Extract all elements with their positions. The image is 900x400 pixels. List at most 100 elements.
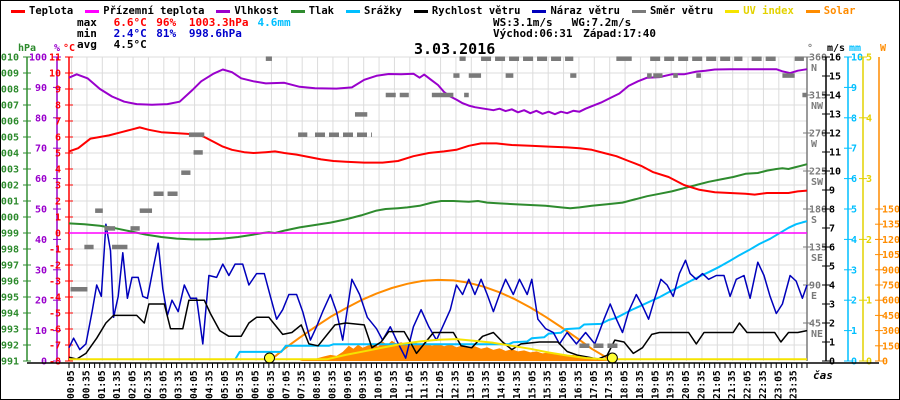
hpa-tick-label: 1000 [1, 213, 19, 224]
uv-tick-label: 5 [866, 53, 872, 64]
degc-tick-label: 4 [55, 165, 61, 176]
hpa-tick-label: 1004 [1, 149, 19, 160]
x-tick-label: 19:35 [666, 370, 677, 399]
legend-color-dash [85, 9, 100, 13]
x-tick-label: 19:05 [650, 370, 661, 399]
mm-tick-label: 9 [851, 83, 857, 94]
x-tick-label: 07:35 [297, 370, 308, 399]
hpa-tick-label: 992 [1, 341, 19, 352]
deg-direction-label: SW [811, 177, 824, 188]
x-tick-label: 08:05 [312, 370, 323, 399]
hpa-tick-label: 995 [1, 293, 19, 304]
w-tick-label: 750 [882, 281, 900, 292]
series-temperature [68, 126, 808, 196]
legend-item-1: Přízemní teplota [85, 5, 204, 17]
min-pressure: 998.6hPa [188, 27, 242, 40]
mm-tick-label: 4 [851, 235, 857, 246]
sunset-time: Západ:17:40 [583, 27, 656, 40]
degc-tick-label: 5 [55, 149, 61, 160]
degc-tick-label: 0 [55, 229, 61, 240]
legend-label: Srážky [363, 5, 402, 17]
degc-tick-label: 10 [49, 69, 61, 80]
legend-item-7: Směr větru [631, 5, 713, 17]
degc-tick-label: 2 [55, 197, 61, 208]
hpa-axis-header: hPa [18, 43, 36, 54]
x-tick-label: 11:35 [420, 370, 431, 399]
x-tick-label: 07:05 [281, 370, 292, 399]
series-wind-gust [68, 223, 808, 359]
legend-label: Solar [823, 5, 856, 17]
legend-item-4: Srážky [345, 5, 402, 17]
min-label: min [77, 27, 97, 40]
max-temperature: 6.6°C [113, 16, 147, 29]
mm-tick-label: 10 [851, 53, 863, 64]
x-tick-label: 00:05 [66, 370, 77, 399]
degc-tick-label: 3 [55, 181, 61, 192]
series-solar-theoretical [268, 278, 613, 362]
pct-tick-label: 0 [41, 357, 47, 368]
mm-tick-label: 7 [851, 144, 857, 155]
deg-tick-label: 45 [809, 319, 821, 330]
series-precipitation [234, 220, 808, 361]
pct-tick-label: 50 [35, 205, 47, 216]
x-tick-label: 02:05 [128, 370, 139, 399]
degc-tick-label: -2 [49, 261, 61, 272]
hpa-tick-label: 993 [1, 325, 19, 336]
max-rain: 4.6mm [257, 16, 291, 29]
avg-temperature: 4.5°C [113, 38, 147, 51]
deg-tick-label: 360 [809, 53, 827, 64]
hpa-tick-label: 996 [1, 277, 19, 288]
degc-axis-header: °C [63, 43, 75, 54]
stats-row-avg: avg 4.5°C [77, 39, 291, 50]
x-tick-label: 01:35 [112, 370, 123, 399]
deg-tick-label: 315 [809, 91, 827, 102]
mm-tick-label: 2 [851, 296, 857, 307]
degc-tick-label: -6 [49, 325, 61, 336]
legend-item-8: UV index [725, 5, 794, 17]
ms-tick-label: 10 [829, 167, 841, 178]
hpa-tick-label: 994 [1, 309, 19, 320]
pct-tick-label: 60 [35, 174, 47, 185]
degc-tick-label: -7 [49, 341, 61, 352]
x-axis-title: čas [813, 369, 833, 382]
w-tick-label: 0 [882, 357, 888, 368]
sun-times-row: Východ:06:31 Západ:17:40 [493, 28, 660, 39]
degc-tick-label: 9 [55, 85, 61, 96]
x-tick-label: 13:05 [466, 370, 477, 399]
min-humidity: 81% [156, 27, 177, 40]
legend-color-dash [413, 9, 428, 13]
legend-item-2: Vlhkost [216, 5, 279, 17]
mm-tick-label: 5 [851, 205, 857, 216]
ms-tick-label: 0 [829, 357, 835, 368]
uv-tick-label: 2 [866, 235, 872, 246]
ms-tick-label: 9 [829, 186, 835, 197]
degc-tick-label: 11 [49, 53, 61, 64]
ms-tick-label: 3 [829, 300, 835, 311]
x-tick-label: 00:35 [81, 370, 92, 399]
x-tick-label: 16:35 [573, 370, 584, 399]
x-tick-label: 15:05 [527, 370, 538, 399]
w-axis-header: W [880, 43, 887, 54]
degc-tick-label: 7 [55, 117, 61, 128]
x-tick-label: 13:35 [481, 370, 492, 399]
degc-tick-label: -3 [49, 277, 61, 288]
deg-tick-label: 180 [809, 205, 827, 216]
x-tick-label: 20:35 [696, 370, 707, 399]
legend-item-6: Náraz větru [532, 5, 620, 17]
avg-label: avg [77, 38, 97, 51]
x-tick-label: 21:05 [712, 370, 723, 399]
sun-marker-icon [263, 352, 275, 364]
legend-label: UV index [743, 5, 794, 17]
legend-label: Přízemní teplota [103, 5, 205, 17]
pct-tick-label: 10 [35, 326, 47, 337]
ms-tick-label: 4 [829, 281, 835, 292]
wind-speed-stat: WS:3.1m/s [493, 16, 553, 29]
ms-tick-label: 7 [829, 224, 835, 235]
ms-tick-label: 11 [829, 148, 841, 159]
deg-tick-label: 225 [809, 167, 827, 178]
x-tick-label: 20:05 [681, 370, 692, 399]
hpa-tick-label: 1010 [1, 53, 19, 64]
